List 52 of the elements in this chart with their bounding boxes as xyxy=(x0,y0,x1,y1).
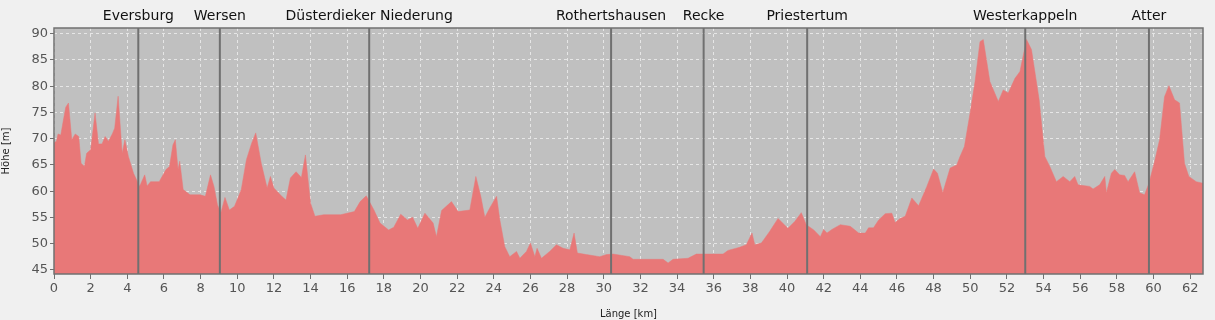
x-tick-label: 52 xyxy=(998,280,1016,296)
x-tick-label: 14 xyxy=(302,280,319,296)
y-tick-label: 60 xyxy=(31,182,48,198)
x-tick-label: 28 xyxy=(558,280,576,296)
x-tick-label: 58 xyxy=(1108,280,1126,296)
x-tick-label: 56 xyxy=(1071,280,1089,296)
x-tick-label: 44 xyxy=(852,280,869,296)
y-tick-label: 85 xyxy=(31,51,48,67)
y-tick-label: 55 xyxy=(31,208,48,224)
y-tick-label: 70 xyxy=(31,130,48,146)
x-tick-label: 26 xyxy=(522,280,539,296)
y-tick-label: 45 xyxy=(31,261,48,277)
x-tick-label: 10 xyxy=(228,280,246,296)
x-tick-label: 46 xyxy=(888,280,906,296)
y-axis-title: Höhe [m] xyxy=(0,127,11,175)
y-tick-label: 50 xyxy=(31,234,48,250)
y-tick-label: 75 xyxy=(31,103,48,119)
y-tick-label: 80 xyxy=(31,77,48,93)
y-tick-label: 90 xyxy=(31,25,48,41)
x-tick-label: 2 xyxy=(86,280,95,296)
x-tick-label: 18 xyxy=(375,280,393,296)
x-tick-label: 24 xyxy=(485,280,503,296)
x-tick-label: 50 xyxy=(961,280,979,296)
ref-line-label: Wersen xyxy=(193,6,246,23)
ref-line-label: Westerkappeln xyxy=(973,6,1078,23)
x-tick-label: 34 xyxy=(668,280,686,296)
ref-line-label: Atter xyxy=(1131,6,1167,23)
x-tick-label: 42 xyxy=(815,280,832,296)
x-tick-label: 20 xyxy=(412,280,429,296)
ref-line-label: Rothertshausen xyxy=(555,6,667,23)
x-tick-label: 12 xyxy=(265,280,283,296)
x-tick-label: 40 xyxy=(778,280,796,296)
x-tick-label: 54 xyxy=(1035,280,1052,296)
ref-line-label: Priestertum xyxy=(766,6,848,23)
x-tick-label: 62 xyxy=(1181,280,1199,296)
x-tick-label: 4 xyxy=(123,280,132,296)
x-tick-label: 8 xyxy=(196,280,205,296)
x-tick-label: 30 xyxy=(595,280,613,296)
x-tick-label: 16 xyxy=(338,280,356,296)
x-tick-label: 48 xyxy=(925,280,942,296)
x-tick-label: 38 xyxy=(742,280,759,296)
x-tick-label: 60 xyxy=(1145,280,1162,296)
x-axis-title: Länge [km] xyxy=(599,307,658,319)
x-tick-label: 6 xyxy=(159,280,169,296)
ref-line-label: Düsterdieker Niederung xyxy=(285,6,453,23)
ref-line-label: Recke xyxy=(682,6,725,23)
x-tick-label: 0 xyxy=(49,280,59,296)
y-tick-label: 65 xyxy=(31,156,48,172)
x-tick-label: 36 xyxy=(705,280,722,296)
ref-line-label: Eversburg xyxy=(102,6,174,23)
x-tick-label: 22 xyxy=(448,280,466,296)
x-tick-label: 32 xyxy=(632,280,649,296)
